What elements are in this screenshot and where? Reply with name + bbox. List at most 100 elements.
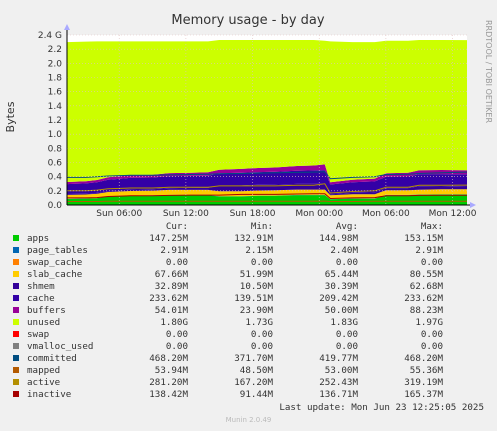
legend-max: 0.00 <box>420 329 443 340</box>
legend-row-unused: unused 1.80G 1.73G 1.83G 1.97G <box>13 317 493 329</box>
y-tick-label: 0.0 <box>48 201 63 211</box>
legend-name: page_tables <box>27 245 88 256</box>
x-tick-label: Sun 06:00 <box>96 209 142 219</box>
legend-min: 2.15M <box>245 245 273 256</box>
legend-name: slab_cache <box>27 269 83 280</box>
y-tick-label: 1.6 <box>48 88 63 98</box>
legend-max: 1.97G <box>415 317 443 328</box>
legend-cur: 0.00 <box>165 329 188 340</box>
legend-swatch <box>13 271 19 277</box>
legend-cur: 0.00 <box>165 257 188 268</box>
x-tick-label: Mon 06:00 <box>362 209 410 219</box>
legend-swatch <box>13 367 19 373</box>
area-buffers <box>67 164 467 185</box>
legend-avg: 252.43M <box>319 377 358 388</box>
legend-min: 371.70M <box>234 353 273 364</box>
x-tick-label: Sun 12:00 <box>163 209 209 219</box>
legend-max: 319.19M <box>404 377 443 388</box>
y-tick-label: 0.8 <box>48 144 63 154</box>
legend-min: 139.51M <box>234 293 273 304</box>
header-max: Max: <box>420 221 443 232</box>
line-active <box>67 183 468 194</box>
legend-swatch <box>13 247 19 253</box>
legend-cur: 468.20M <box>149 353 188 364</box>
legend-name: swap <box>27 329 50 340</box>
legend-row-mapped: mapped 53.94M 48.50M 53.00M 55.36M <box>13 365 493 377</box>
legend-cur: 32.89M <box>154 281 188 292</box>
legend-min: 23.90M <box>239 305 273 316</box>
legend-name: vmalloc_used <box>27 341 94 352</box>
line-inactive <box>67 193 467 200</box>
header-avg: Avg: <box>335 221 358 232</box>
legend-row-page_tables: page_tables 2.91M 2.15M 2.40M 2.91M <box>13 245 493 257</box>
x-tick-label: Mon 12:00 <box>429 209 477 219</box>
legend-swatch <box>13 391 19 397</box>
rrdtool-side-label: RRDTOOL / TOBI OETIKER <box>484 20 493 123</box>
legend-row-cache: cache 233.62M 139.51M 209.42M 233.62M <box>13 293 493 305</box>
legend-avg: 2.40M <box>330 245 358 256</box>
legend-swatch <box>13 355 19 361</box>
legend-row-committed: committed 468.20M 371.70M 419.77M 468.20M <box>13 353 493 365</box>
legend-cur: 233.62M <box>149 293 188 304</box>
grid <box>67 34 467 205</box>
legend-min: 167.20M <box>234 377 273 388</box>
legend-max: 0.00 <box>420 257 443 268</box>
legend-row-active: active 281.20M 167.20M 252.43M 319.19M <box>13 377 493 389</box>
y-tick-label: 2.4 G <box>38 31 62 41</box>
line-series-group <box>67 171 468 202</box>
legend-name: apps <box>27 233 50 244</box>
chart-title: Memory usage - by day <box>171 13 324 28</box>
legend-max: 153.15M <box>404 233 443 244</box>
legend-max: 88.23M <box>409 305 443 316</box>
y-tick-label: 1.2 <box>48 116 62 126</box>
legend-row-shmem: shmem 32.89M 10.50M 30.39M 62.68M <box>13 281 493 293</box>
legend-name: swap_cache <box>27 257 83 268</box>
legend-swatch <box>13 379 19 385</box>
y-tick-label: 0.6 <box>48 159 63 169</box>
y-tick-label: 1.8 <box>48 74 63 84</box>
area-cache <box>67 170 467 195</box>
legend-cur: 53.94M <box>154 365 188 376</box>
legend-cur: 67.66M <box>154 269 188 280</box>
last-update: Last update: Mon Jun 23 12:25:05 2025 <box>279 402 484 413</box>
legend-max: 0.00 <box>420 341 443 352</box>
legend-swatch <box>13 259 19 265</box>
area-shmem <box>67 183 467 196</box>
y-axis-label: Bytes <box>4 101 17 132</box>
legend-swatch <box>13 283 19 289</box>
legend-max: 80.55M <box>409 269 443 280</box>
y-tick-label: 1.0 <box>48 130 63 140</box>
y-tick-label: 0.2 <box>48 187 62 197</box>
legend-avg: 419.77M <box>319 353 358 364</box>
legend-avg: 53.00M <box>324 365 358 376</box>
area-series-group <box>67 40 467 205</box>
munin-version: Munin 2.0.49 <box>225 416 272 424</box>
area-apps <box>67 194 467 205</box>
y-tick-label: 0.4 <box>48 173 63 183</box>
legend-swatch <box>13 343 19 349</box>
legend-cur: 54.01M <box>154 305 188 316</box>
legend-cur: 1.80G <box>160 317 188 328</box>
y-tick-labels: 0.0 0.2 0.4 0.6 0.8 1.0 1.2 1.4 1.6 1.8 2.0 2.2 2.4 … <box>38 31 62 211</box>
x-tick-labels: Sun 06:00 Sun 12:00 Sun 18:00 Mon 00:00 Mon … <box>96 209 476 219</box>
legend-avg: 0.00 <box>335 329 358 340</box>
legend-cur: 138.42M <box>149 389 188 400</box>
y-tick-label: 2.2 <box>48 45 62 55</box>
legend-min: 10.50M <box>239 281 273 292</box>
x-tick-label: Mon 00:00 <box>295 209 343 219</box>
legend-swatch <box>13 235 19 241</box>
legend-swatch <box>13 331 19 337</box>
legend-max: 2.91M <box>415 245 443 256</box>
legend-row-inactive: inactive 138.42M 91.44M 136.71M 165.37M <box>13 389 493 401</box>
legend-name: active <box>27 377 61 388</box>
y-tick-label: 1.4 <box>48 102 63 112</box>
legend-row-apps: apps 147.25M 132.91M 144.98M 153.15M <box>13 233 493 245</box>
legend-avg: 136.71M <box>319 389 358 400</box>
legend-min: 1.73G <box>245 317 273 328</box>
legend-name: committed <box>27 353 77 364</box>
legend-max: 165.37M <box>404 389 443 400</box>
chart: Memory usage - by day RRDTOOL / TOBI OET… <box>4 13 493 219</box>
legend-header: Cur: Min: Avg: Max: <box>13 221 493 233</box>
legend-avg: 65.44M <box>324 269 358 280</box>
legend-max: 55.36M <box>409 365 443 376</box>
